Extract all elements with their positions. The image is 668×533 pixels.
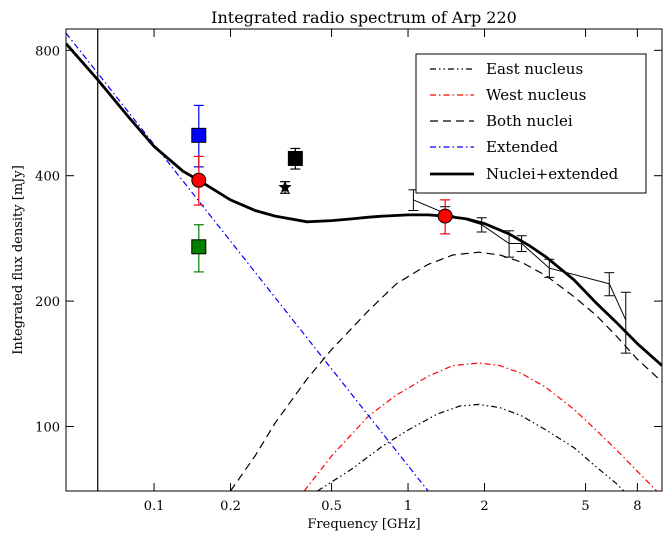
y-tick-label: 800: [35, 44, 60, 59]
chart-title: Integrated radio spectrum of Arp 220: [211, 8, 517, 27]
circle-marker: [437, 208, 453, 224]
x-tick-label: 0.2: [220, 499, 241, 514]
legend-label-west: West nucleus: [486, 86, 586, 104]
plot-frame: [65, 28, 663, 492]
y-tick-label: 200: [35, 295, 60, 310]
x-tick-label: 0.5: [321, 499, 342, 514]
both-nuclei-curve: [230, 251, 662, 491]
square-marker: [191, 127, 207, 143]
x-tick-label: 5: [581, 499, 589, 514]
circle-marker: [191, 172, 207, 188]
square-marker: [287, 150, 303, 166]
y-tick-label: 400: [35, 170, 60, 185]
legend-label-total: Nuclei+extended: [486, 165, 619, 183]
legend-label-extended: Extended: [486, 138, 558, 156]
y-tick-label: 100: [35, 420, 60, 435]
legend-box: [415, 53, 647, 194]
legend-label-east: East nucleus: [486, 60, 583, 78]
x-tick-label: 8: [633, 499, 641, 514]
extended-curve: [66, 32, 429, 491]
x-tick-label: 0.1: [144, 499, 165, 514]
x-tick-label: 1: [404, 499, 412, 514]
y-axis-label: Integrated flux density [mJy]: [11, 165, 26, 355]
x-tick-label: 2: [480, 499, 488, 514]
x-axis-label: Frequency [GHz]: [307, 517, 420, 532]
east-nucleus-curve: [317, 403, 625, 491]
legend-label-both: Both nuclei: [486, 112, 573, 130]
star-marker: [278, 180, 292, 193]
axis-ticks: 0.1 0.2 0.5 1 2 5 8 100 200 400 800: [35, 29, 662, 514]
legend: East nucleus West nucleus Both nuclei Ex…: [415, 53, 647, 194]
data-points: [191, 104, 631, 354]
west-nucleus-curve: [303, 362, 658, 491]
square-marker: [191, 239, 207, 255]
